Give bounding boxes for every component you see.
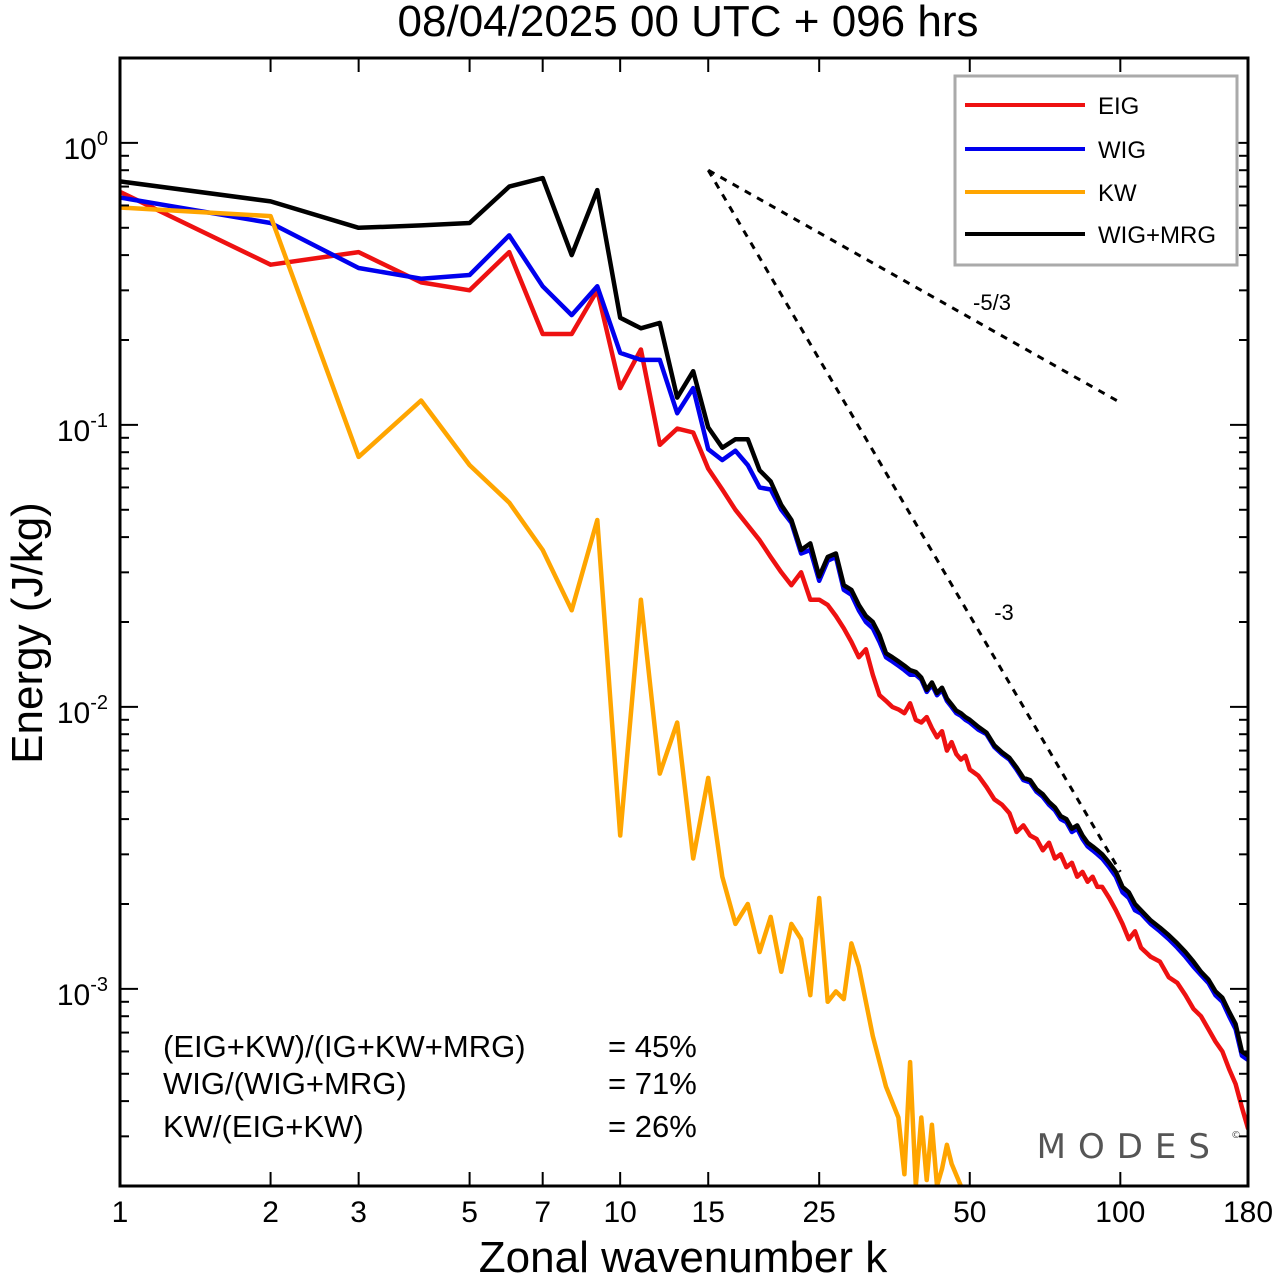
y-tick-label: 10-2: [57, 692, 108, 730]
copyright-mark: ©: [1231, 1130, 1241, 1141]
x-tick-label: 25: [803, 1196, 836, 1229]
reference-slope-label: -3: [994, 600, 1014, 625]
y-tick-label: 10-3: [57, 974, 108, 1012]
reference-slope-label: -5/3: [973, 290, 1011, 315]
reference-lines: -5/3 -3: [706, 168, 1122, 873]
series-line-eig: [120, 189, 1248, 1131]
chart-title: 08/04/2025 00 UTC + 096 hrs: [398, 0, 979, 46]
x-tick-label: 10: [603, 1196, 636, 1229]
y-axis-label: Energy (J/kg): [3, 502, 52, 764]
x-tick-label: 3: [350, 1196, 367, 1229]
reference-slope-line: [707, 168, 1122, 404]
ratio-annotations: (EIG+KW)/(IG+KW+MRG) = 45% WIG/(WIG+MRG) = …: [163, 1029, 697, 1144]
legend-label: WIG: [1098, 137, 1146, 164]
legend-label: WIG+MRG: [1098, 222, 1216, 249]
ratio-value: = 26%: [608, 1109, 697, 1144]
x-tick-label: 50: [953, 1196, 986, 1229]
x-tick-label: 5: [461, 1196, 478, 1229]
series-line-wig-mrg: [120, 175, 1248, 1058]
y-tick-label: 10-1: [57, 410, 108, 448]
ratio-label: (EIG+KW)/(IG+KW+MRG): [163, 1029, 526, 1064]
x-tick-label: 1: [112, 1196, 129, 1229]
ratio-value: = 71%: [608, 1066, 697, 1101]
y-tick-label: 100: [64, 128, 109, 166]
data-series: [120, 175, 1248, 1186]
x-tick-label: 180: [1223, 1196, 1273, 1229]
modes-watermark: MODES: [1037, 1127, 1222, 1167]
reference-slope-line: [706, 169, 1122, 873]
plot-frame: [118, 56, 1250, 1188]
ratio-value: = 45%: [608, 1029, 697, 1064]
legend-label: EIG: [1098, 93, 1139, 120]
axis-ticks: 1 2 3 5 7 10 15 25 50 100 180 100 10-1 10-2 10-3: [57, 57, 1273, 1229]
x-tick-label: 2: [262, 1196, 279, 1229]
legend: EIG WIG KW WIG+MRG: [953, 74, 1239, 267]
x-tick-label: 100: [1095, 1196, 1145, 1229]
ratio-label: KW/(EIG+KW): [163, 1109, 364, 1144]
legend-label: KW: [1098, 180, 1137, 207]
series-line-kw: [120, 205, 964, 1186]
ratio-label: WIG/(WIG+MRG): [163, 1066, 407, 1101]
x-axis-label: Zonal wavenumber k: [479, 1233, 888, 1281]
x-tick-label: 15: [692, 1196, 725, 1229]
x-tick-label: 7: [534, 1196, 551, 1229]
